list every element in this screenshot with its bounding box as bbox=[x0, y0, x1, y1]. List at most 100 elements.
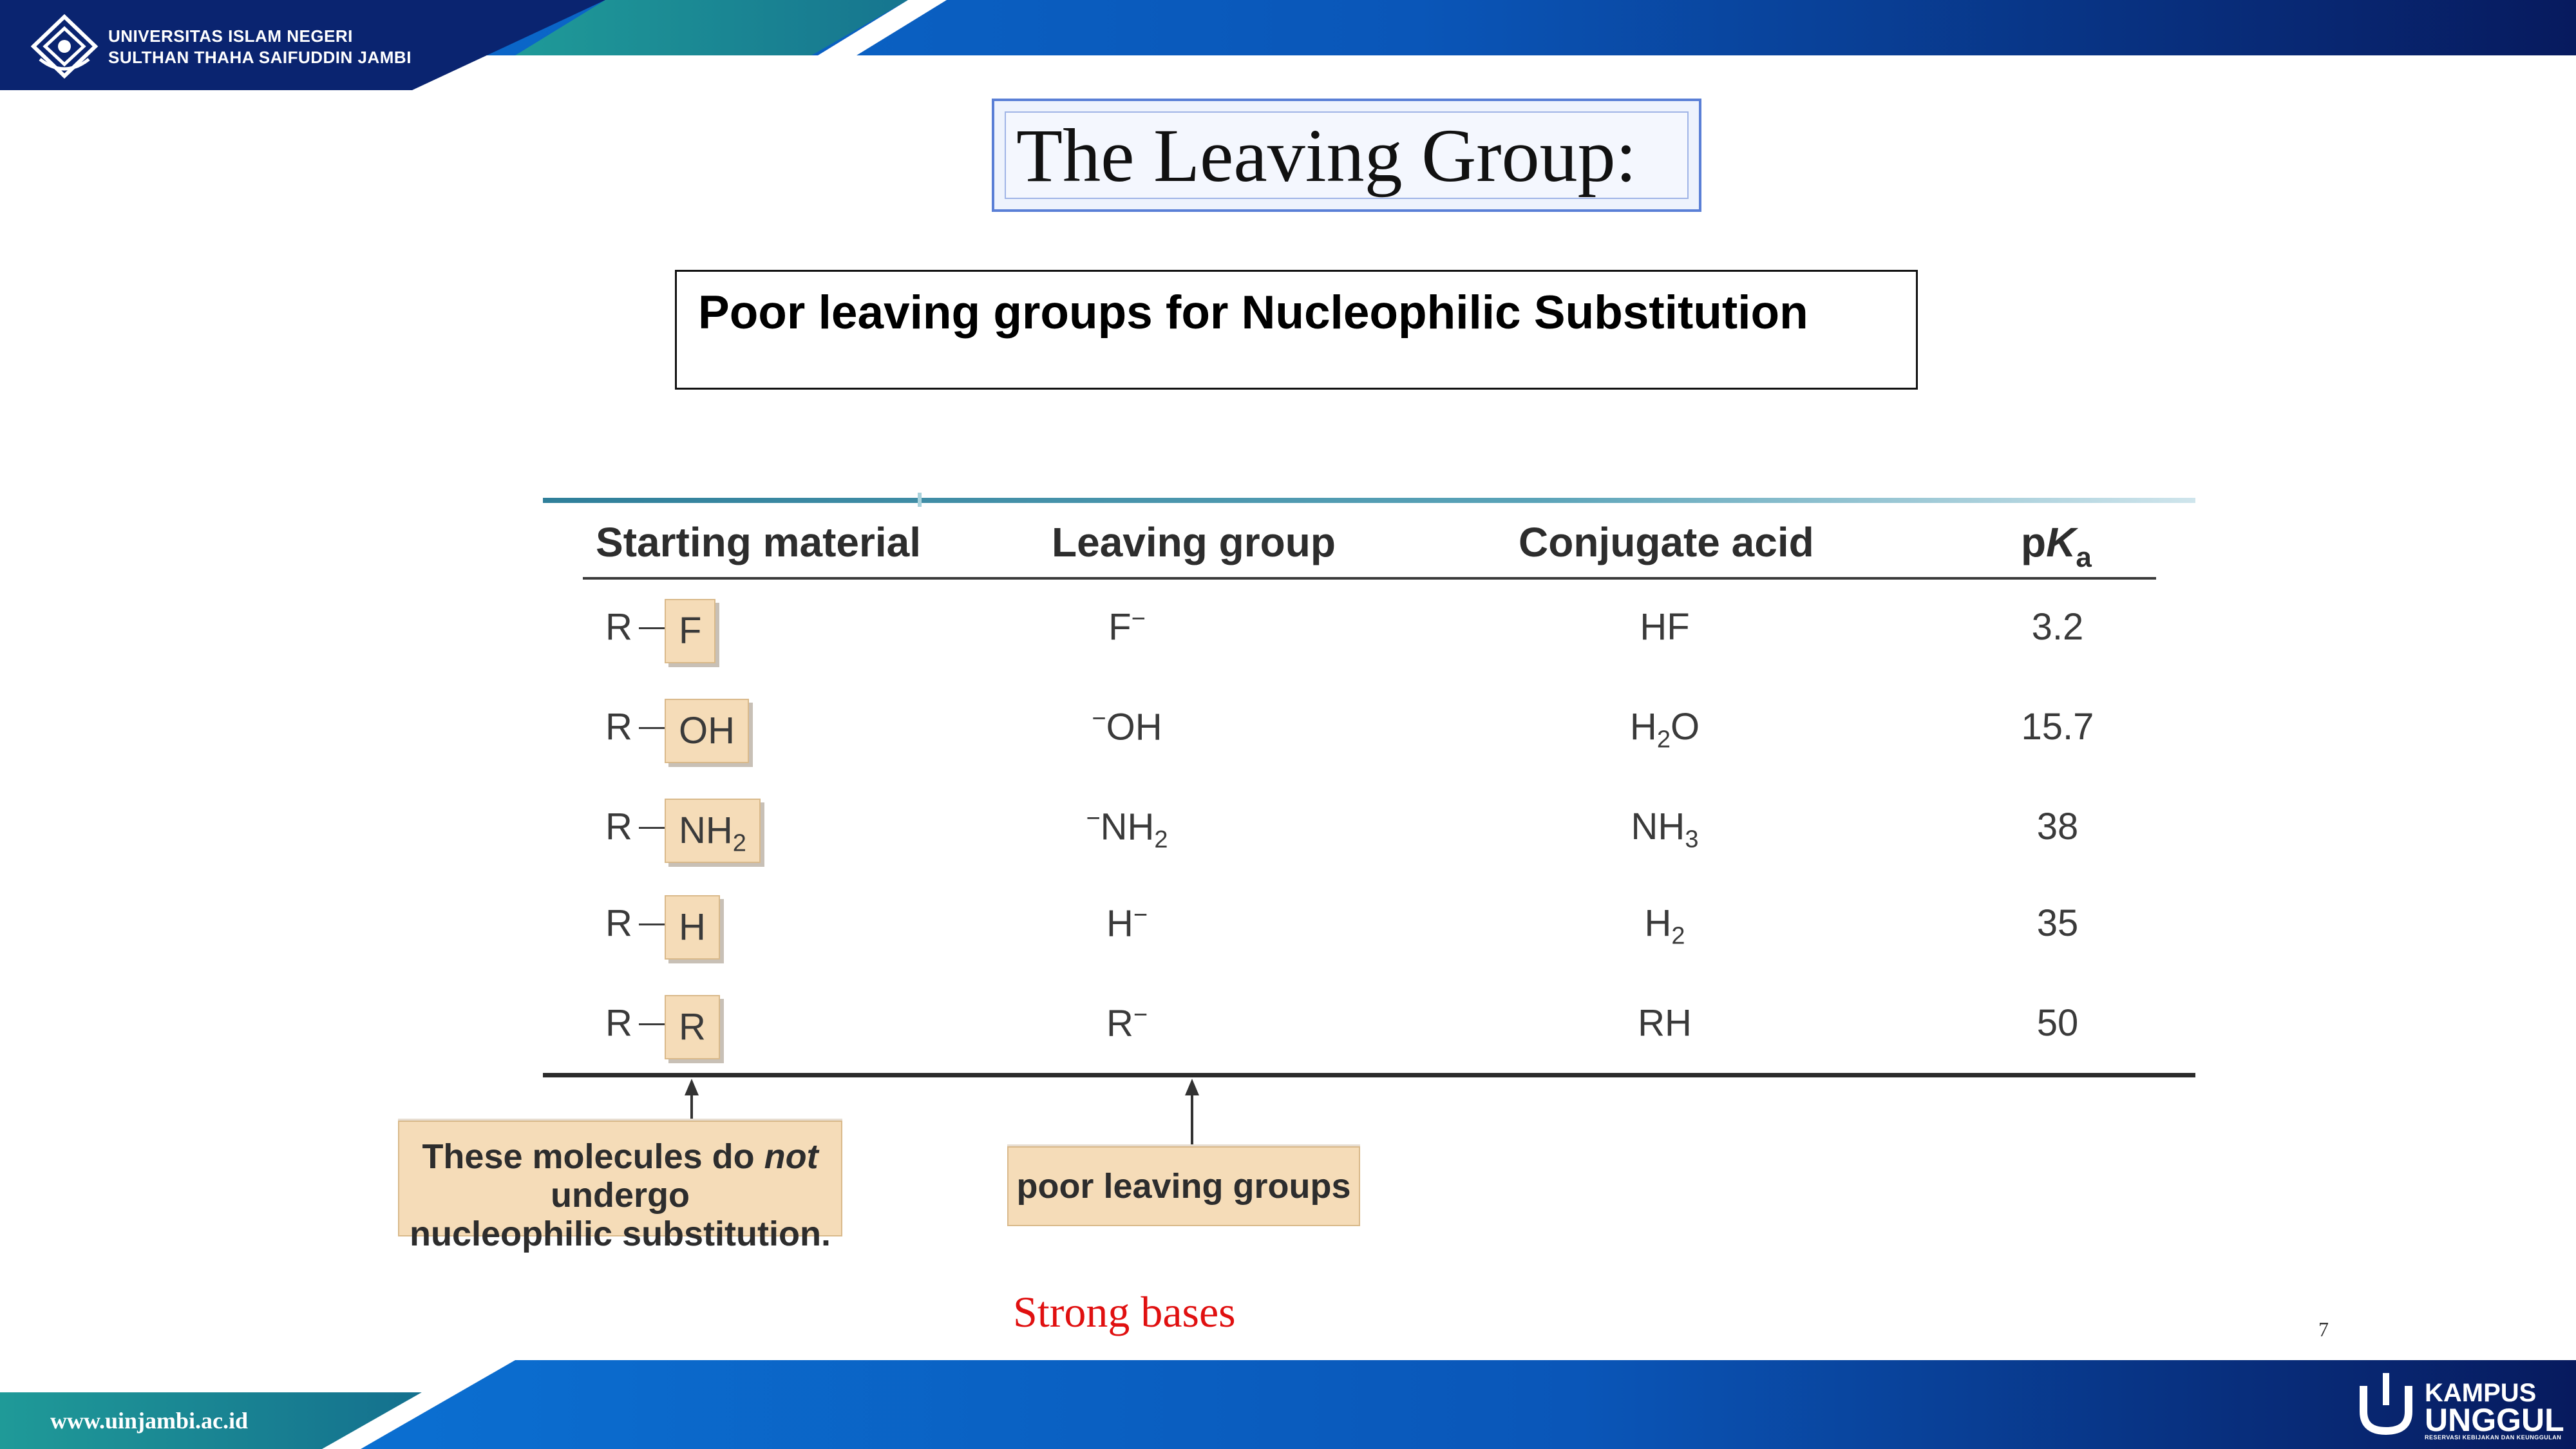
bond-line bbox=[639, 1023, 665, 1025]
lg-text: F bbox=[1108, 606, 1132, 649]
lg-text: R bbox=[1106, 1002, 1133, 1045]
arrow-up-icon bbox=[1185, 1079, 1199, 1095]
group-subscript: 2 bbox=[732, 829, 746, 857]
pka-row-3: 38 bbox=[2036, 806, 2079, 848]
page-number: 7 bbox=[2318, 1318, 2329, 1341]
callout-emphasis: not bbox=[764, 1137, 819, 1176]
bond-line bbox=[639, 727, 665, 729]
pka-row-4: 35 bbox=[2036, 902, 2079, 944]
brand-line2: UNGGUL bbox=[2425, 1402, 2564, 1438]
header-leaving-group: Leaving group bbox=[1052, 519, 1336, 565]
table-top-rule-notch bbox=[918, 493, 922, 507]
group-text: OH bbox=[679, 710, 735, 752]
lg-charge: − bbox=[1133, 1001, 1148, 1028]
lg-prefix-charge: − bbox=[1092, 705, 1106, 732]
r-label: R bbox=[605, 1002, 632, 1044]
bond-line bbox=[639, 627, 665, 629]
brand-tagline: RESERVASI KEBIJAKAN DAN KEUNGGULAN bbox=[2425, 1434, 2562, 1441]
no-substitution-callout: These molecules do not undergo nucleophi… bbox=[398, 1121, 842, 1253]
lg-subscript: 2 bbox=[1154, 826, 1168, 853]
header-pka: pKa bbox=[2021, 518, 2092, 573]
title-box: The Leaving Group: bbox=[992, 99, 1701, 212]
arrow-shaft bbox=[690, 1092, 693, 1121]
group-box: OH bbox=[665, 699, 749, 763]
acid-text: HF bbox=[1640, 606, 1690, 648]
lg-text: H bbox=[1106, 902, 1133, 945]
acid-subscript: 2 bbox=[1656, 726, 1671, 753]
lg-charge: − bbox=[1131, 605, 1146, 632]
pka-row-5: 50 bbox=[2036, 1002, 2079, 1044]
arrow-up-icon bbox=[685, 1079, 699, 1095]
conjugate-acid-row-4: H2 bbox=[1607, 902, 1723, 951]
university-emblem-icon bbox=[31, 14, 99, 79]
group-box: R bbox=[665, 995, 720, 1059]
group-box: H bbox=[665, 895, 720, 960]
leaving-group-row-5: R− bbox=[1088, 1001, 1166, 1050]
poor-leaving-groups-callout: poor leaving groups bbox=[1007, 1146, 1360, 1226]
table-header-rule bbox=[583, 577, 2156, 580]
university-name: UNIVERSITAS ISLAM NEGERI SULTHAN THAHA S… bbox=[108, 26, 412, 68]
acid-suffix: O bbox=[1670, 706, 1700, 748]
strong-bases-label: Strong bases bbox=[1013, 1287, 1236, 1336]
title-inner-frame bbox=[1005, 111, 1689, 199]
header-background bbox=[0, 0, 2576, 90]
leaving-group-row-4: H− bbox=[1088, 902, 1166, 951]
no-substitution-line1: These molecules do not undergo bbox=[399, 1137, 841, 1215]
callout-text: These molecules do bbox=[422, 1137, 764, 1176]
no-substitution-line2: nucleophilic substitution. bbox=[410, 1215, 831, 1253]
pka-row-2: 15.7 bbox=[2021, 706, 2094, 748]
conjugate-acid-row-5: RH bbox=[1607, 1001, 1723, 1050]
header-starting-material: Starting material bbox=[596, 519, 922, 565]
acid-subscript: 3 bbox=[1685, 826, 1699, 853]
leaving-group-table-figure: Starting material Leaving group Conjugat… bbox=[386, 489, 2215, 1253]
group-text: H bbox=[679, 906, 706, 948]
kampus-unggul-logo-icon bbox=[2357, 1367, 2415, 1437]
acid-subscript: 2 bbox=[1671, 922, 1685, 950]
header-band: UNIVERSITAS ISLAM NEGERI SULTHAN THAHA S… bbox=[0, 0, 2576, 90]
group-text: R bbox=[679, 1006, 706, 1048]
bond-line bbox=[639, 923, 665, 925]
group-box: NH2 bbox=[665, 799, 761, 863]
acid-text: H bbox=[1629, 706, 1657, 748]
r-label: R bbox=[605, 606, 632, 648]
subtitle-box: Poor leaving groups for Nucleophilic Sub… bbox=[675, 270, 1918, 390]
arrow-shaft bbox=[1191, 1092, 1193, 1146]
page-title: The Leaving Group: bbox=[1016, 113, 1637, 198]
pka-row-1: 3.2 bbox=[2031, 606, 2084, 648]
conjugate-acid-row-3: NH3 bbox=[1607, 805, 1723, 854]
leaving-group-row-2: −OH bbox=[1075, 705, 1179, 754]
website-link[interactable]: www.uinjambi.ac.id bbox=[50, 1408, 249, 1434]
acid-text: RH bbox=[1638, 1002, 1692, 1044]
lg-charge: − bbox=[1133, 902, 1148, 929]
university-name-line1: UNIVERSITAS ISLAM NEGERI bbox=[108, 26, 353, 46]
footer-background bbox=[0, 1360, 2576, 1449]
lg-prefix-charge: − bbox=[1086, 805, 1101, 832]
table-bottom-rule bbox=[543, 1073, 2195, 1077]
group-text: NH bbox=[679, 810, 733, 851]
leaving-group-row-1: F− bbox=[1088, 605, 1166, 654]
conjugate-acid-row-2: H2O bbox=[1607, 705, 1723, 754]
group-text: F bbox=[679, 610, 702, 652]
header-pka-k: K bbox=[2046, 519, 2076, 565]
callout-text: undergo bbox=[551, 1176, 690, 1215]
header-conjugate-acid: Conjugate acid bbox=[1519, 519, 1814, 565]
university-name-line2: SULTHAN THAHA SAIFUDDIN JAMBI bbox=[108, 48, 412, 67]
conjugate-acid-row-1: HF bbox=[1607, 605, 1723, 654]
acid-text: H bbox=[1644, 902, 1672, 944]
group-box: F bbox=[665, 599, 716, 663]
lg-text: NH bbox=[1100, 806, 1155, 848]
r-label: R bbox=[605, 806, 632, 848]
bond-line bbox=[639, 827, 665, 829]
lg-text: OH bbox=[1106, 706, 1162, 748]
r-label: R bbox=[605, 706, 632, 748]
table-top-rule bbox=[543, 498, 2195, 503]
acid-text: NH bbox=[1631, 806, 1685, 848]
header-pka-a: a bbox=[2076, 542, 2092, 573]
subtitle: Poor leaving groups for Nucleophilic Sub… bbox=[698, 287, 1808, 339]
brand-line1: KAMPUS bbox=[2425, 1379, 2537, 1407]
kampus-unggul-brand: KAMPUS UNGGUL RESERVASI KEBIJAKAN DAN KE… bbox=[2425, 1379, 2564, 1441]
header-pka-p: p bbox=[2021, 519, 2047, 565]
leaving-group-row-3: −NH2 bbox=[1069, 805, 1185, 854]
r-label: R bbox=[605, 902, 632, 944]
footer-band bbox=[0, 1360, 2576, 1449]
